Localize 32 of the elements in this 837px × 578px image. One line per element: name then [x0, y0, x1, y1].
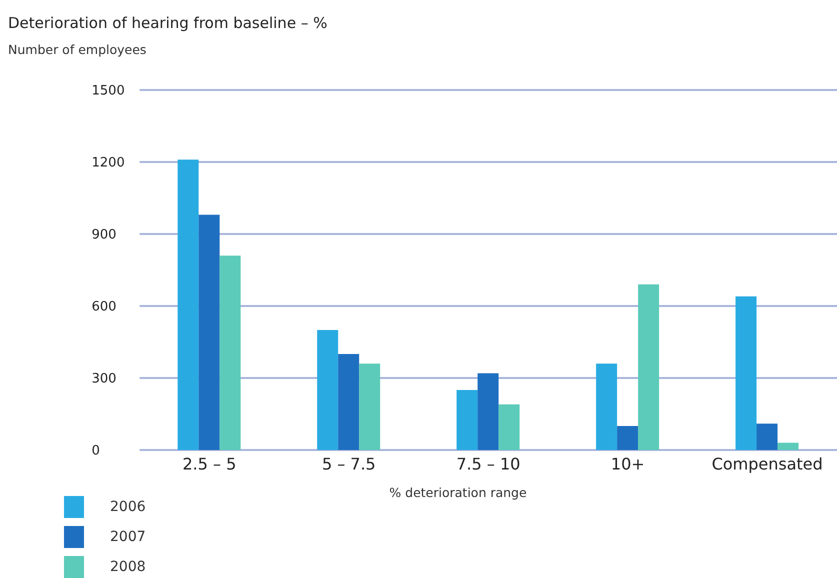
bar	[498, 404, 520, 450]
bar	[456, 390, 478, 450]
y-tick-label: 600	[92, 300, 116, 315]
x-tick-label: 7.5 – 10	[456, 454, 520, 474]
chart-title: Deterioration of hearing from baseline – %	[8, 14, 328, 32]
x-axis-title: % deterioration range	[388, 485, 528, 500]
bar	[778, 442, 799, 450]
bar	[596, 364, 618, 450]
x-tick-label: 10+	[610, 454, 645, 474]
bar	[756, 424, 778, 450]
bar	[617, 426, 638, 450]
bar	[178, 160, 199, 450]
bar	[359, 364, 380, 450]
bar	[478, 373, 499, 450]
legend-label: 2007	[110, 529, 146, 545]
bar	[317, 330, 338, 450]
x-tick-label: 5 – 7.5	[322, 454, 376, 474]
bar	[198, 214, 220, 450]
x-tick-label: 2.5 – 5	[182, 454, 236, 474]
bar	[736, 296, 757, 450]
legend-label: 2006	[110, 499, 146, 515]
y-tick-label: 300	[92, 372, 116, 387]
y-tick-label: 1200	[92, 156, 125, 171]
legend-label: 2008	[110, 559, 146, 575]
y-tick-label: 900	[92, 228, 116, 243]
x-tick-label: Compensated	[712, 454, 823, 474]
bar	[220, 256, 241, 450]
bar	[338, 354, 360, 450]
y-tick-label: 0	[92, 444, 100, 459]
y-tick-label: 1500	[92, 84, 125, 99]
bar	[638, 284, 660, 450]
y-axis-title: Number of employees	[8, 42, 146, 57]
